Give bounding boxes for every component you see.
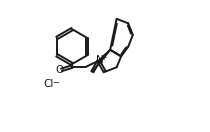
Text: N: N [96, 55, 104, 65]
Text: −: − [52, 79, 59, 88]
Text: O: O [55, 65, 63, 75]
Text: +: + [100, 53, 106, 62]
Text: Cl: Cl [44, 79, 54, 89]
